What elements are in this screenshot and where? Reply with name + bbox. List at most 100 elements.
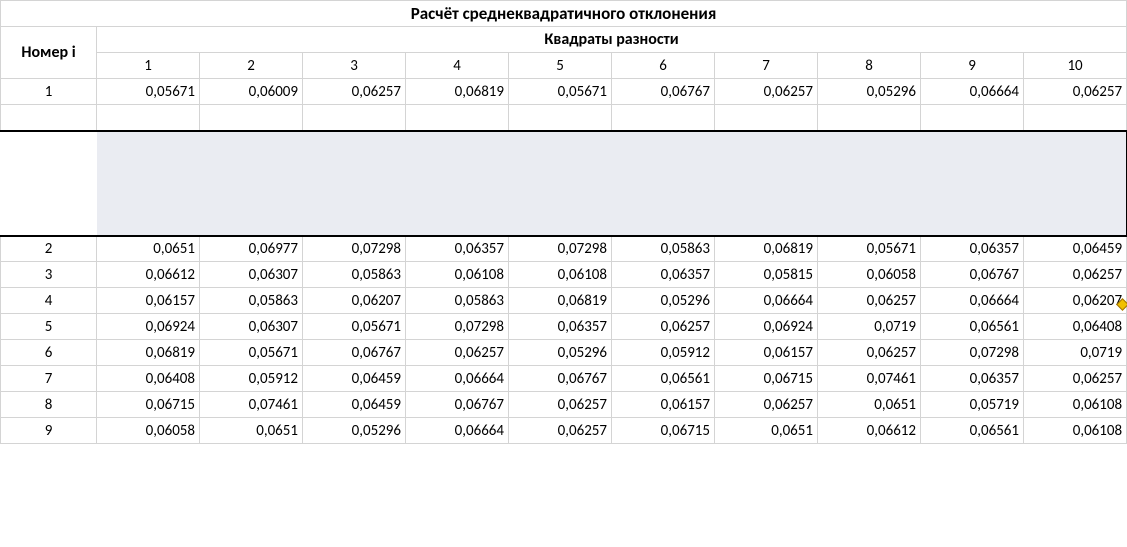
value-cell[interactable]: 0,06459	[303, 366, 406, 392]
value-cell[interactable]: 0,05912	[200, 366, 303, 392]
value-cell[interactable]: 0,06459	[303, 392, 406, 418]
table-row[interactable]: 20,06510,069770,072980,063570,072980,058…	[1, 236, 1127, 262]
value-cell[interactable]: 0,06767	[921, 262, 1024, 288]
value-cell[interactable]: 0,06058	[97, 418, 200, 444]
value-cell[interactable]: 0,06664	[406, 418, 509, 444]
value-cell[interactable]: 0,06664	[715, 288, 818, 314]
value-cell[interactable]: 0,06108	[509, 262, 612, 288]
value-cell[interactable]: 0,07298	[303, 236, 406, 262]
value-cell[interactable]: 0,06257	[406, 340, 509, 366]
row-index-cell[interactable]: 9	[1, 418, 97, 444]
value-cell[interactable]: 0,06612	[818, 418, 921, 444]
value-cell[interactable]: 0,05815	[715, 262, 818, 288]
value-cell[interactable]: 0,05671	[509, 79, 612, 105]
value-cell[interactable]: 0,06108	[1024, 418, 1127, 444]
row-index-cell[interactable]: 6	[1, 340, 97, 366]
value-cell[interactable]: 0,06257	[509, 418, 612, 444]
value-cell[interactable]: 0,06307	[200, 314, 303, 340]
value-cell[interactable]: 0,06767	[612, 79, 715, 105]
value-cell[interactable]: 0,06819	[97, 340, 200, 366]
table-row[interactable]: 90,060580,06510,052960,066640,062570,067…	[1, 418, 1127, 444]
value-cell[interactable]: 0,06257	[1024, 366, 1127, 392]
table-row[interactable]: 70,064080,059120,064590,066640,067670,06…	[1, 366, 1127, 392]
value-cell[interactable]: 0,06207	[1024, 288, 1127, 314]
value-cell[interactable]: 0,05671	[200, 340, 303, 366]
value-cell[interactable]: 0,06357	[406, 236, 509, 262]
value-cell[interactable]: 0,0651	[715, 418, 818, 444]
table-row[interactable]: 40,061570,058630,062070,058630,068190,05…	[1, 288, 1127, 314]
value-cell[interactable]: 0,06257	[303, 79, 406, 105]
value-cell[interactable]: 0,0651	[818, 392, 921, 418]
value-cell[interactable]: 0,06157	[612, 392, 715, 418]
value-cell[interactable]: 0,06058	[818, 262, 921, 288]
value-cell[interactable]: 0,06612	[97, 262, 200, 288]
table-row[interactable]: 10,056710,060090,062570,068190,056710,06…	[1, 79, 1127, 105]
value-cell[interactable]: 0,06357	[509, 314, 612, 340]
value-cell[interactable]: 0,06924	[715, 314, 818, 340]
value-cell[interactable]: 0,06561	[921, 314, 1024, 340]
value-cell[interactable]: 0,05296	[612, 288, 715, 314]
value-cell[interactable]: 0,06715	[612, 418, 715, 444]
spreadsheet-table[interactable]: Расчёт среднеквадратичного отклонения Но…	[0, 0, 1127, 444]
value-cell[interactable]: 0,06819	[509, 288, 612, 314]
value-cell[interactable]: 0,06819	[406, 79, 509, 105]
value-cell[interactable]: 0,05863	[612, 236, 715, 262]
value-cell[interactable]: 0,07298	[509, 236, 612, 262]
value-cell[interactable]: 0,06561	[921, 418, 1024, 444]
value-cell[interactable]: 0,06977	[200, 236, 303, 262]
value-cell[interactable]: 0,06257	[715, 392, 818, 418]
value-cell[interactable]: 0,06207	[303, 288, 406, 314]
value-cell[interactable]: 0,05296	[818, 79, 921, 105]
value-cell[interactable]: 0,07298	[921, 340, 1024, 366]
value-cell[interactable]: 0,05912	[612, 340, 715, 366]
value-cell[interactable]: 0,0719	[1024, 340, 1127, 366]
value-cell[interactable]: 0,06459	[1024, 236, 1127, 262]
value-cell[interactable]: 0,06767	[509, 366, 612, 392]
row-index-cell[interactable]: 8	[1, 392, 97, 418]
table-row[interactable]: 80,067150,074610,064590,067670,062570,06…	[1, 392, 1127, 418]
value-cell[interactable]: 0,06157	[715, 340, 818, 366]
value-cell[interactable]: 0,06715	[97, 392, 200, 418]
value-cell[interactable]: 0,06307	[200, 262, 303, 288]
value-cell[interactable]: 0,0651	[200, 418, 303, 444]
selected-inserted-rows[interactable]	[1, 131, 1127, 236]
value-cell[interactable]: 0,06108	[406, 262, 509, 288]
value-cell[interactable]: 0,06357	[921, 236, 1024, 262]
value-cell[interactable]: 0,05863	[303, 262, 406, 288]
value-cell[interactable]: 0,06408	[97, 366, 200, 392]
value-cell[interactable]: 0,06561	[612, 366, 715, 392]
value-cell[interactable]: 0,05296	[303, 418, 406, 444]
value-cell[interactable]: 0,07298	[406, 314, 509, 340]
value-cell[interactable]: 0,06257	[818, 340, 921, 366]
value-cell[interactable]: 0,0719	[818, 314, 921, 340]
value-cell[interactable]: 0,0651	[97, 236, 200, 262]
value-cell[interactable]: 0,06767	[406, 392, 509, 418]
value-cell[interactable]: 0,06924	[97, 314, 200, 340]
value-cell[interactable]: 0,06357	[612, 262, 715, 288]
value-cell[interactable]: 0,06664	[921, 79, 1024, 105]
table-row[interactable]: 30,066120,063070,058630,061080,061080,06…	[1, 262, 1127, 288]
value-cell[interactable]: 0,06767	[303, 340, 406, 366]
table-row[interactable]: 50,069240,063070,056710,072980,063570,06…	[1, 314, 1127, 340]
value-cell[interactable]: 0,05719	[921, 392, 1024, 418]
value-cell[interactable]: 0,06257	[612, 314, 715, 340]
value-cell[interactable]: 0,05296	[509, 340, 612, 366]
value-cell[interactable]: 0,06157	[97, 288, 200, 314]
value-cell[interactable]: 0,07461	[818, 366, 921, 392]
row-index-cell[interactable]: 5	[1, 314, 97, 340]
value-cell[interactable]: 0,07461	[200, 392, 303, 418]
row-index-cell[interactable]: 3	[1, 262, 97, 288]
row-index-cell[interactable]: 1	[1, 79, 97, 105]
value-cell[interactable]: 0,06664	[921, 288, 1024, 314]
value-cell[interactable]: 0,06357	[921, 366, 1024, 392]
value-cell[interactable]: 0,06819	[715, 236, 818, 262]
row-index-cell[interactable]: 2	[1, 236, 97, 262]
value-cell[interactable]: 0,06108	[1024, 392, 1127, 418]
value-cell[interactable]: 0,06257	[1024, 262, 1127, 288]
value-cell[interactable]: 0,05863	[200, 288, 303, 314]
value-cell[interactable]: 0,06257	[1024, 79, 1127, 105]
value-cell[interactable]: 0,06664	[406, 366, 509, 392]
table-row[interactable]: 60,068190,056710,067670,062570,052960,05…	[1, 340, 1127, 366]
value-cell[interactable]: 0,05671	[97, 79, 200, 105]
row-index-cell[interactable]: 4	[1, 288, 97, 314]
